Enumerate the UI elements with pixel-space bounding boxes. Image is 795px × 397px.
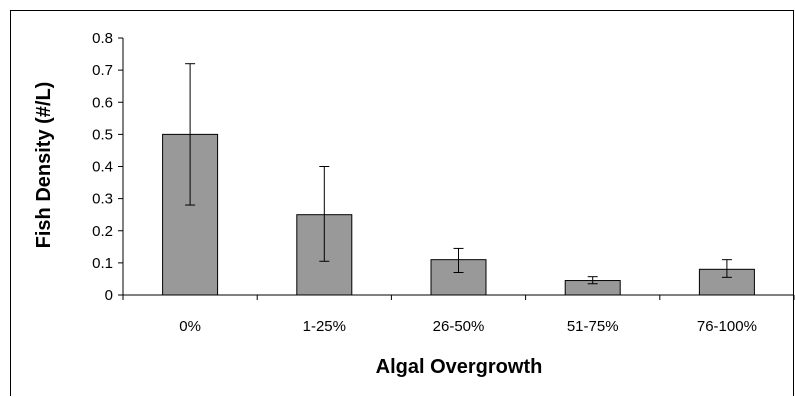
x-axis-title: Algal Overgrowth bbox=[376, 356, 543, 378]
y-tick-label: 0 bbox=[105, 287, 113, 304]
y-axis-title: Fish Density (#/L) bbox=[33, 82, 55, 249]
x-axis: 0% 1-25% 26-50% 51-75% 76-100% bbox=[122, 294, 795, 335]
y-tick-label: 0.2 bbox=[92, 223, 113, 240]
y-tick-label: 0.8 bbox=[92, 30, 113, 47]
y-tick-label: 0.7 bbox=[92, 62, 113, 79]
y-tick-label: 0.6 bbox=[92, 94, 113, 111]
x-tick-label: 0% bbox=[179, 318, 201, 335]
y-tick-label: 0.3 bbox=[92, 191, 113, 208]
y-tick-label: 0.1 bbox=[92, 255, 113, 272]
x-tick-label: 51-75% bbox=[567, 318, 619, 335]
chart-frame bbox=[10, 10, 794, 396]
y-tick-label: 0.5 bbox=[92, 126, 113, 143]
x-tick-label: 76-100% bbox=[697, 318, 757, 335]
y-axis: 0 0.1 0.2 0.3 0.4 0.5 0.6 0.7 0.8 bbox=[92, 30, 124, 304]
x-tick-label: 26-50% bbox=[433, 318, 485, 335]
y-tick-label: 0.4 bbox=[92, 159, 113, 176]
error-bars bbox=[185, 63, 732, 285]
x-tick-label: 1-25% bbox=[303, 318, 346, 335]
